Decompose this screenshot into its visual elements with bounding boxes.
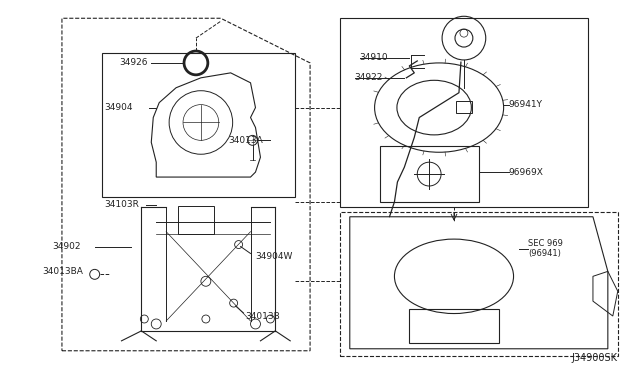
- Text: 34910: 34910: [360, 54, 388, 62]
- Text: SEC 969: SEC 969: [529, 239, 563, 248]
- Text: 34902: 34902: [52, 242, 81, 251]
- Text: 34926: 34926: [120, 58, 148, 67]
- Text: 96969X: 96969X: [509, 168, 543, 177]
- Text: (96941): (96941): [529, 249, 561, 258]
- Text: 96941Y: 96941Y: [509, 100, 543, 109]
- Text: 34013BA: 34013BA: [42, 267, 83, 276]
- Text: 34013B: 34013B: [246, 311, 280, 321]
- Text: 34013A: 34013A: [228, 136, 264, 145]
- Text: 34904W: 34904W: [255, 252, 293, 261]
- Text: 34103R: 34103R: [104, 201, 140, 209]
- Text: 34922: 34922: [355, 73, 383, 82]
- Text: J34900SK: J34900SK: [572, 353, 618, 363]
- Text: 34904: 34904: [104, 103, 133, 112]
